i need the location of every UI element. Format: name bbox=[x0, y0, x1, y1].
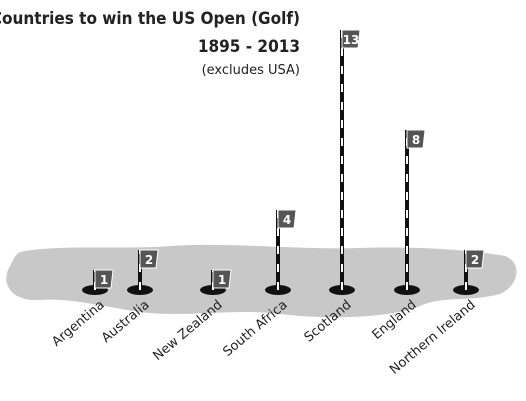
value-label: 1 bbox=[100, 273, 108, 287]
ground bbox=[6, 245, 516, 317]
chart-note: (excludes USA) bbox=[202, 63, 300, 78]
value-label: 8 bbox=[412, 133, 420, 147]
x-tick-label: Argentina bbox=[49, 298, 107, 350]
value-label: 4 bbox=[283, 213, 291, 227]
chart: Countries to win the US Open (Golf) 1895… bbox=[0, 0, 526, 401]
chart-title: Countries to win the US Open (Golf) bbox=[0, 9, 300, 29]
value-label: 13 bbox=[343, 33, 360, 47]
value-label: 2 bbox=[471, 253, 479, 267]
value-label: 2 bbox=[145, 253, 153, 267]
value-label: 1 bbox=[218, 273, 226, 287]
chart-subtitle: 1895 - 2013 bbox=[198, 37, 300, 57]
